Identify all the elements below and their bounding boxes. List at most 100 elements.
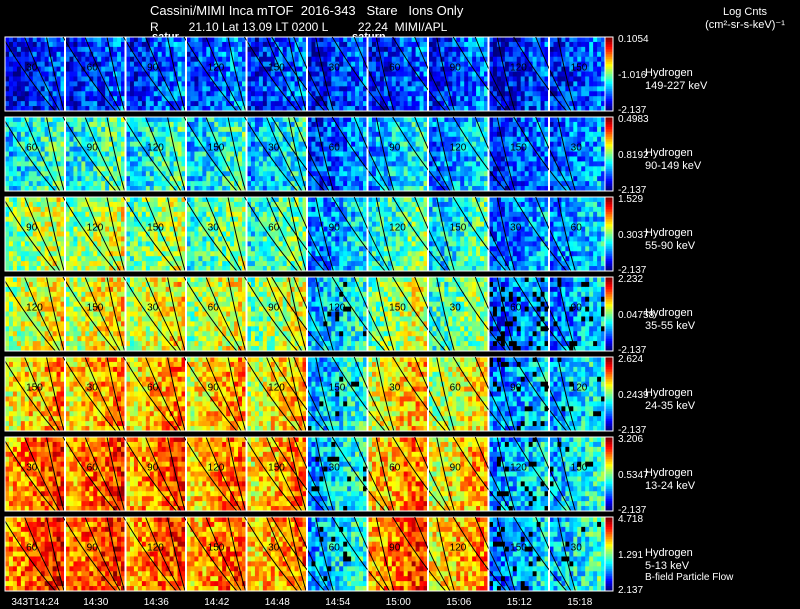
heat-cell (214, 66, 219, 72)
heat-cell (448, 56, 453, 63)
heat-cell (89, 51, 94, 58)
heat-cell (419, 176, 424, 182)
heat-cell (202, 117, 207, 123)
heat-cell (194, 71, 199, 77)
heat-cell (161, 126, 167, 133)
heat-cell (448, 117, 453, 123)
heat-cell (81, 256, 86, 262)
heat-cell (383, 51, 389, 58)
heat-cell (5, 61, 10, 67)
heat-cell (60, 141, 65, 147)
heat-cell (323, 61, 328, 67)
heat-cell (73, 76, 78, 82)
heat-cell (247, 86, 252, 92)
heat-cell (440, 171, 445, 177)
colorbar-segment (605, 86, 613, 90)
heat-cell (524, 181, 530, 187)
heat-cell (282, 51, 288, 58)
heat-cell (359, 91, 364, 97)
heat-cell (101, 46, 106, 53)
heat-cell (24, 121, 30, 128)
heat-cell (262, 56, 268, 63)
heat-cell (436, 96, 441, 102)
heat-cell (448, 141, 453, 147)
heat-cell (456, 161, 461, 167)
heat-cell (553, 37, 558, 43)
heat-cell (456, 56, 461, 63)
heat-cell (181, 181, 186, 187)
heat-cell (282, 171, 288, 177)
heat-cell (198, 66, 203, 72)
heat-cell (286, 76, 292, 82)
heat-cell (274, 66, 280, 72)
heat-cell (347, 131, 352, 138)
heat-cell (327, 66, 332, 72)
heat-cell (581, 76, 586, 82)
heat-cell (593, 166, 598, 172)
heat-cell (581, 141, 586, 147)
heat-cell (347, 171, 352, 177)
heat-cell (415, 156, 420, 162)
heat-cell (528, 56, 534, 63)
heat-cell (383, 141, 389, 147)
heat-cell (238, 41, 243, 48)
heat-cell (589, 96, 594, 102)
heat-cell (290, 37, 295, 43)
heat-cell (226, 186, 231, 192)
heat-cell (589, 171, 594, 177)
heat-cell (52, 201, 57, 208)
heat-cell (399, 126, 405, 133)
heat-cell (5, 186, 10, 192)
heat-cell (371, 101, 377, 107)
heat-cell (480, 66, 485, 72)
heat-cell (157, 41, 163, 48)
heat-cell (399, 117, 405, 123)
heat-cell (126, 161, 131, 167)
heat-cell (133, 136, 139, 143)
heat-cell (432, 161, 437, 167)
heat-cell (20, 176, 26, 182)
heat-cell (355, 176, 360, 182)
heat-cell (93, 51, 98, 58)
heat-cell (149, 81, 155, 87)
contour-label: 120 (147, 142, 164, 153)
heat-cell (371, 71, 377, 77)
heat-cell (440, 76, 445, 82)
heat-cell (597, 51, 602, 58)
heat-cell (399, 46, 405, 53)
heat-cell (419, 86, 424, 92)
heat-cell (419, 76, 424, 82)
heat-cell (432, 37, 437, 43)
heat-cell (448, 76, 453, 82)
heat-cell (85, 186, 90, 192)
heat-cell (126, 106, 131, 112)
heat-cell (581, 66, 586, 72)
heat-cell (32, 236, 38, 242)
heat-cell (298, 161, 303, 167)
heat-cell (440, 46, 445, 53)
heat-cell (339, 161, 344, 167)
heat-cell (218, 117, 223, 123)
heat-cell (307, 106, 312, 112)
heat-cell (20, 76, 26, 82)
heat-cell (549, 161, 554, 167)
heat-cell (194, 61, 199, 67)
heat-cell (28, 256, 34, 262)
heat-cell (65, 106, 70, 112)
heat-cell (311, 186, 316, 192)
heat-cell (581, 106, 586, 112)
heat-cell (480, 117, 485, 123)
heat-cell (415, 61, 420, 67)
panel-border (125, 36, 186, 112)
heat-cell (65, 221, 70, 227)
heat-cell (69, 106, 74, 112)
heat-cell (250, 106, 256, 112)
heat-cell (383, 81, 389, 87)
heat-cell (81, 46, 86, 53)
heat-cell (532, 121, 537, 128)
heat-cell (500, 106, 506, 112)
heat-cell (549, 86, 554, 92)
heat-cell (460, 131, 465, 138)
heat-cell (60, 56, 65, 63)
heat-cell (383, 166, 389, 172)
